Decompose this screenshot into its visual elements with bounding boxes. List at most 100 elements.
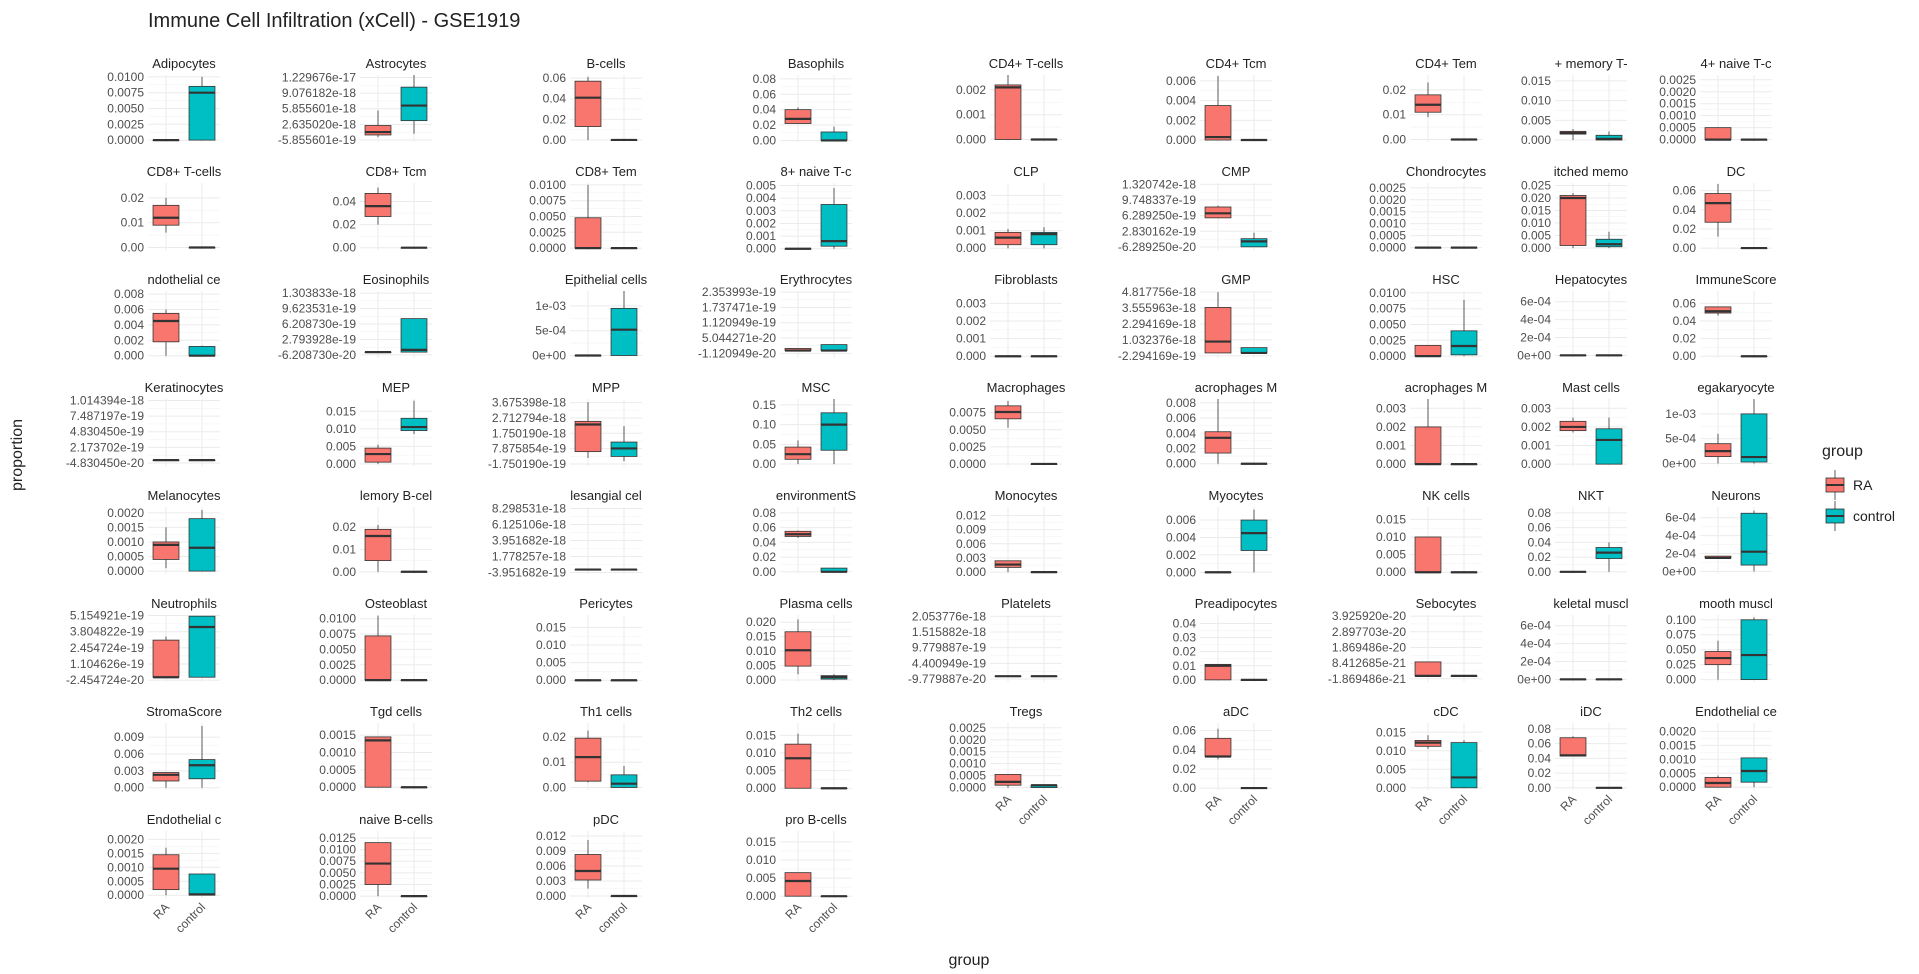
- y-tick-label: 0.005: [1376, 548, 1406, 562]
- y-tick-label: 0.08: [1528, 506, 1552, 520]
- box-iqr: [152, 639, 180, 678]
- y-tick-label: 0.003: [114, 764, 144, 778]
- x-tick-label: RA: [992, 792, 1014, 814]
- facet-title: Sebocytes: [1416, 596, 1477, 611]
- y-tick-label: 0.02: [1528, 550, 1552, 564]
- y-axis-title: proportion: [9, 419, 26, 491]
- box-control: [400, 570, 428, 573]
- x-tick-label: control: [595, 900, 630, 935]
- box-control: [820, 126, 848, 142]
- box-iqr: [1595, 428, 1623, 465]
- y-tick-label: 0.000: [746, 242, 776, 256]
- y-tick-label: 0.02: [1673, 332, 1697, 346]
- y-tick-label: 0.0050: [319, 866, 356, 880]
- box-iqr: [400, 86, 428, 122]
- y-tick-label: 0.005: [326, 439, 356, 453]
- y-tick-label: 0.01: [1173, 659, 1197, 673]
- facet-panel: 0.000.020.040.060.08 environmentS: [753, 488, 857, 579]
- y-tick-label: 0.04: [1173, 616, 1197, 630]
- facet-title: Melanocytes: [148, 488, 221, 503]
- facet-panel: 0.000.020.040.060.08 NKT: [1528, 488, 1627, 579]
- box-iqr: [1595, 238, 1623, 248]
- y-tick-label: 0.003: [956, 551, 986, 565]
- y-tick-label: 0.0015: [1659, 97, 1696, 111]
- box-control: [400, 400, 428, 435]
- facet-title: Th2 cells: [790, 704, 843, 719]
- facet-title: Tregs: [1010, 704, 1043, 719]
- box-ra: [364, 842, 392, 897]
- y-tick-label: 0.003: [536, 874, 566, 888]
- y-tick-label: -3.951682e-19: [488, 565, 566, 579]
- y-tick-label: 0.0000: [319, 673, 356, 687]
- facet-title: mooth muscl: [1699, 596, 1773, 611]
- y-tick-label: 1.515882e-18: [912, 625, 986, 639]
- y-tick-label: 0.0100: [107, 70, 144, 84]
- y-tick-label: 0.001: [746, 229, 776, 243]
- y-tick-label: 0.0000: [1369, 241, 1406, 255]
- facet-title: NKT: [1578, 488, 1604, 503]
- y-tick-label: 0.000: [536, 889, 566, 903]
- y-tick-label: 0.0075: [107, 86, 144, 100]
- y-tick-label: 0.0010: [1659, 752, 1696, 766]
- box-ra: [1204, 205, 1232, 219]
- facet-panel: -1.869486e-21 8.412685e-21 1.869486e-202.8…: [1328, 596, 1482, 686]
- y-tick-label: 2.712794e-18: [492, 411, 566, 425]
- y-tick-label: 0.02: [753, 118, 777, 132]
- facet-panel: -6.208730e-20 2.793928e-196.208730e-199.6…: [278, 272, 432, 362]
- box-iqr: [1204, 737, 1232, 757]
- y-tick-label: 3.675398e-18: [492, 396, 566, 410]
- y-tick-label: 0.000: [1521, 133, 1551, 147]
- y-tick-label: 4e-04: [1520, 313, 1551, 327]
- y-tick-label: 0.00: [121, 241, 145, 255]
- y-tick-label: 0.000: [746, 889, 776, 903]
- box-iqr: [610, 307, 638, 356]
- facet-title: CMP: [1222, 164, 1251, 179]
- box-ra: [1414, 536, 1442, 574]
- y-tick-label: 0.010: [746, 853, 776, 867]
- facet-title: aDC: [1223, 704, 1249, 719]
- y-tick-label: 0.0010: [949, 757, 986, 771]
- box-iqr: [188, 759, 216, 780]
- y-tick-label: 0.02: [333, 520, 357, 534]
- panel-background: [990, 615, 1062, 682]
- y-tick-label: 0.0015: [1659, 738, 1696, 752]
- y-tick-label: 0.0020: [1659, 724, 1696, 738]
- facet-panel: -6.289250e-20 2.830162e-196.289250e-19 9.7…: [1118, 164, 1272, 254]
- facet-panel: 0.000 0.001 0.002 0.003 CLP: [956, 164, 1062, 255]
- box-ra: [1559, 193, 1587, 248]
- facet-title: acrophages M: [1195, 380, 1277, 395]
- box-ra: [994, 560, 1022, 573]
- facet-panel: 0.000 0.002 0.004 0.006 CD4+ Tcm: [1166, 56, 1272, 147]
- y-tick-label: 0.0015: [1369, 205, 1406, 219]
- y-tick-label: 0.02: [753, 550, 777, 564]
- y-tick-label: 0.002: [1376, 420, 1406, 434]
- y-tick-label: 0.02: [1173, 762, 1197, 776]
- box-ra: [1414, 399, 1442, 466]
- box-control: [1740, 510, 1768, 572]
- box-control: [1030, 571, 1058, 574]
- y-tick-label: 0.000: [326, 457, 356, 471]
- x-tick-label: RA: [150, 900, 172, 922]
- box-iqr: [152, 312, 180, 343]
- y-tick-label: 0.04: [1673, 203, 1697, 217]
- y-tick-label: 0.0025: [529, 225, 566, 239]
- box-iqr: [820, 131, 848, 141]
- x-tick-label: RA: [1557, 792, 1579, 814]
- y-tick-label: 0.0000: [1369, 349, 1406, 363]
- y-tick-label: 0.015: [746, 630, 776, 644]
- y-tick-label: 0.0005: [319, 763, 356, 777]
- box-control: [400, 75, 428, 134]
- facet-panel: 0e+00 2e-04 4e-04 6e-04 Neurons: [1662, 488, 1772, 578]
- y-tick-label: 0.00: [1528, 565, 1552, 579]
- y-tick-label: 0.006: [1166, 411, 1196, 425]
- box-ra: [574, 679, 602, 682]
- y-tick-label: -5.855601e-19: [278, 133, 356, 147]
- box-control: [610, 765, 638, 788]
- box-ra: [1559, 417, 1587, 433]
- y-tick-label: -1.750190e-19: [488, 457, 566, 471]
- y-tick-label: 0.002: [956, 83, 986, 97]
